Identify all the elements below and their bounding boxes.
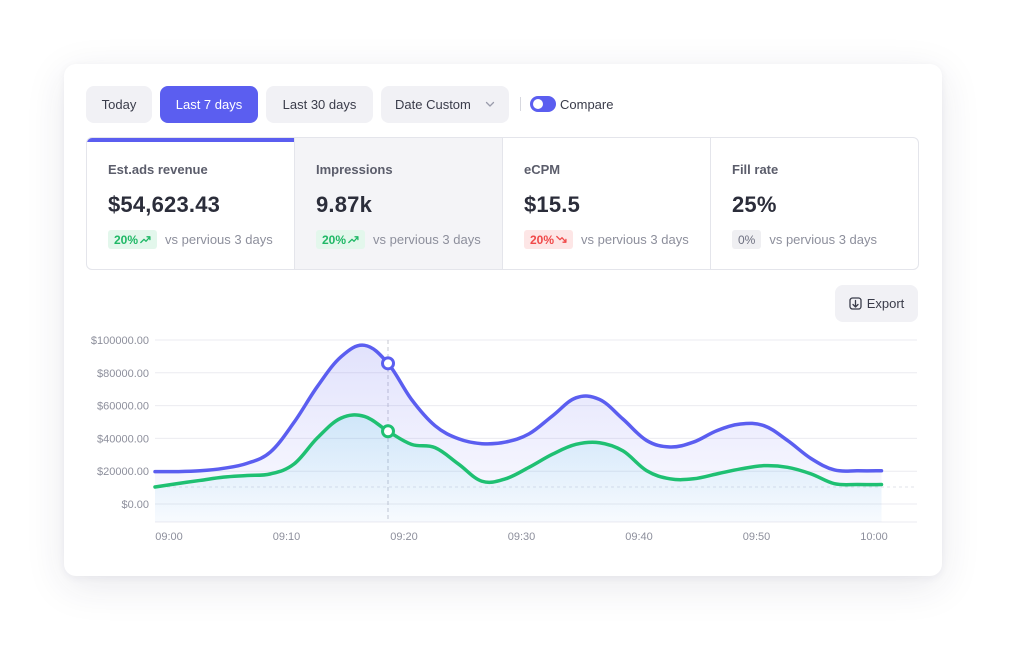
compare-text: vs pervious 3 days [581,232,689,247]
metric-label: Impressions [316,162,393,177]
x-tick-label: 09:00 [155,531,183,543]
metrics-row: Est.ads revenue $54,623.43 20% vs pervio… [86,137,919,270]
hover-point [381,424,395,439]
last-7-days-button[interactable]: Last 7 days [160,86,258,123]
x-tick-label: 10:00 [860,531,888,543]
x-tick-label: 09:10 [273,531,301,543]
y-tick-label: $60000.00 [97,401,149,413]
export-button[interactable]: Export [835,285,918,322]
change-badge: 20% [316,230,366,249]
y-tick-label: $100000.00 [91,335,149,347]
revenue-line-chart: $100000.00 $80000.00 $60000.00 $40000.00 $20… [91,335,917,543]
last-30-days-button[interactable]: Last 30 days [266,86,373,123]
trend-up-icon [140,236,151,244]
metric-value: $15.5 [524,192,581,217]
change-badge: 20% [108,230,158,249]
metric-value: $54,623.43 [108,192,221,217]
date-custom-label: Date Custom [395,97,471,112]
x-tick-label: 09:30 [508,531,536,543]
series-area [155,414,882,522]
toolbar-divider [520,97,521,111]
change-value: 20% [322,232,347,247]
metric-label: eCPM [524,162,561,177]
change-value: 20% [114,232,139,247]
compare-label: Compare [560,97,614,112]
change-badge: 0% [732,230,762,249]
compare-text: vs pervious 3 days [769,232,878,247]
metric-label: Est.ads revenue [108,162,208,177]
x-tick-label: 09:20 [390,531,418,543]
metric-value: 9.87k [316,192,373,217]
y-tick-label: $0.00 [121,499,149,511]
trend-up-icon [348,236,359,244]
y-tick-label: $80000.00 [97,368,149,380]
hover-point [381,356,395,371]
compare-text: vs pervious 3 days [373,232,481,247]
metric-fill-rate[interactable]: Fill rate 25% 0% vs pervious 3 days [711,138,918,269]
x-tick-label: 09:40 [625,531,653,543]
today-button[interactable]: Today [86,86,152,123]
y-tick-label: $20000.00 [97,466,149,478]
metric-value: 25% [732,192,777,217]
metric-est-ads-revenue[interactable]: Est.ads revenue $54,623.43 20% vs pervio… [87,138,295,269]
compare-toggle[interactable] [530,96,556,112]
series-line [153,343,884,474]
export-icon [849,297,862,310]
toggle-knob [533,99,543,109]
change-value: 0% [738,232,756,247]
metric-label: Fill rate [732,162,779,177]
trend-down-icon [556,235,567,243]
metric-impressions[interactable]: Impressions 9.87k 20% vs pervious 3 days [295,138,503,269]
series-line [153,413,884,489]
date-custom-dropdown[interactable]: Date Custom [381,86,509,123]
compare-text: vs pervious 3 days [165,232,273,247]
chevron-down-icon [485,101,495,107]
x-tick-label: 09:50 [743,531,771,543]
change-value: 20% [530,232,555,247]
change-badge: 20% [524,230,574,249]
y-tick-label: $40000.00 [97,433,149,445]
metric-ecpm[interactable]: eCPM $15.5 20% vs pervious 3 days [503,138,711,269]
dashboard-card: Today Last 7 days Last 30 days Date Cust… [64,64,942,576]
export-label: Export [866,296,905,311]
